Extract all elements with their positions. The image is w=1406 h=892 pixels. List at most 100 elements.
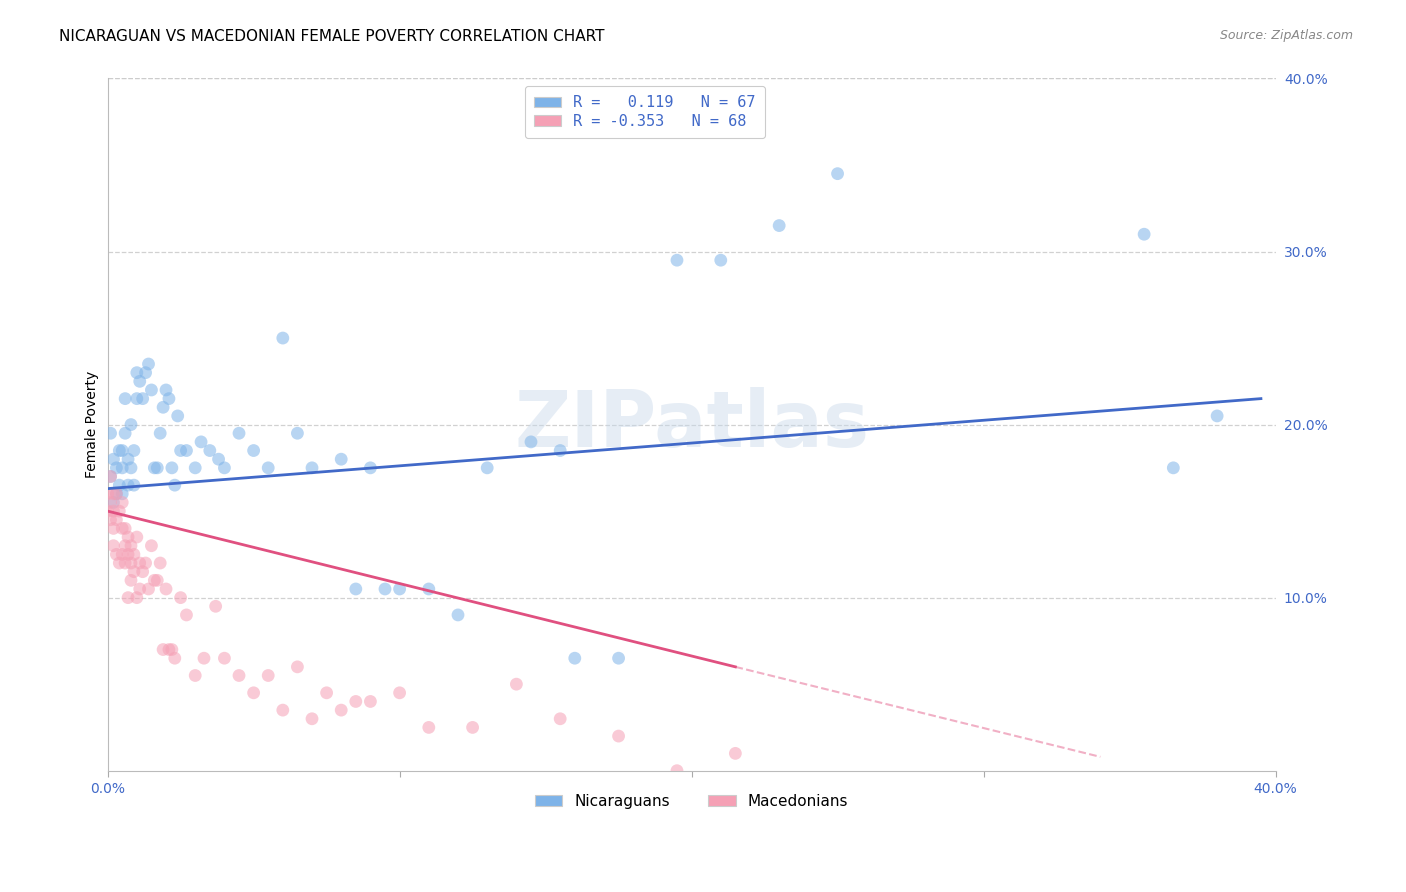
Point (607, 651, 630, 665)
Point (125, 366, 148, 380)
Point (344, 582, 367, 596)
Point (111, 521, 134, 535)
Point (108, 443, 131, 458)
Point (152, 642, 174, 657)
Point (146, 574, 169, 588)
Point (120, 574, 142, 588)
Text: Source: ZipAtlas.com: Source: ZipAtlas.com (1219, 29, 1353, 42)
Point (287, 660, 309, 674)
Point (114, 426, 136, 441)
Point (204, 599, 226, 614)
Point (207, 452, 229, 467)
Point (108, 504, 131, 518)
Point (149, 426, 172, 441)
Point (447, 607, 470, 622)
Point (768, 219, 790, 233)
Point (607, 729, 630, 743)
Point (111, 443, 134, 458)
Point (141, 383, 163, 397)
Point (141, 539, 163, 553)
Point (1163, 460, 1185, 475)
Point (548, 712, 571, 726)
Point (122, 478, 145, 492)
Point (665, 253, 688, 268)
Point (163, 651, 186, 665)
Point (242, 443, 264, 458)
Point (388, 582, 411, 596)
Point (114, 521, 136, 535)
Point (564, 651, 586, 665)
Point (108, 478, 131, 492)
Point (214, 460, 236, 475)
Point (160, 460, 183, 475)
Text: NICARAGUAN VS MACEDONIAN FEMALE POVERTY CORRELATION CHART: NICARAGUAN VS MACEDONIAN FEMALE POVERTY … (59, 29, 605, 44)
Point (105, 547, 128, 561)
Point (138, 357, 160, 371)
Point (163, 478, 186, 492)
Point (114, 539, 136, 553)
Point (724, 747, 747, 761)
Point (111, 495, 134, 509)
Point (100, 469, 122, 483)
Point (143, 460, 166, 475)
Point (125, 530, 148, 544)
Point (388, 686, 411, 700)
Point (120, 556, 142, 570)
Point (103, 504, 125, 518)
Point (287, 426, 309, 441)
Point (135, 366, 157, 380)
Point (111, 460, 134, 475)
Point (1206, 409, 1229, 423)
Point (155, 582, 177, 596)
Point (271, 703, 294, 717)
Point (359, 694, 381, 708)
Point (301, 712, 323, 726)
Point (131, 565, 153, 579)
Point (128, 556, 150, 570)
Point (100, 495, 122, 509)
Point (125, 392, 148, 406)
Point (97, 504, 120, 518)
Point (149, 556, 172, 570)
Point (143, 574, 166, 588)
Point (461, 720, 484, 734)
Point (117, 591, 139, 605)
Point (184, 668, 207, 682)
Point (97, 487, 120, 501)
Point (100, 469, 122, 483)
Point (184, 460, 207, 475)
Point (122, 443, 145, 458)
Point (242, 686, 264, 700)
Point (120, 539, 142, 553)
Point (111, 547, 134, 561)
Point (103, 487, 125, 501)
Point (114, 556, 136, 570)
Point (120, 460, 142, 475)
Point (228, 668, 250, 682)
Point (330, 703, 353, 717)
Point (146, 460, 169, 475)
Point (125, 591, 148, 605)
Point (710, 253, 733, 268)
Point (257, 668, 280, 682)
Point (117, 547, 139, 561)
Point (330, 452, 353, 467)
Point (157, 392, 180, 406)
Point (418, 720, 440, 734)
Point (827, 167, 849, 181)
Point (103, 495, 125, 509)
Point (117, 530, 139, 544)
Point (214, 651, 236, 665)
Point (122, 547, 145, 561)
Point (108, 556, 131, 570)
Point (169, 443, 191, 458)
Point (114, 392, 136, 406)
Point (131, 392, 153, 406)
Point (301, 460, 323, 475)
Point (198, 443, 221, 458)
Point (117, 478, 139, 492)
Point (193, 651, 215, 665)
Point (120, 417, 142, 432)
Point (135, 556, 157, 570)
Text: ZIPatlas: ZIPatlas (515, 386, 869, 463)
